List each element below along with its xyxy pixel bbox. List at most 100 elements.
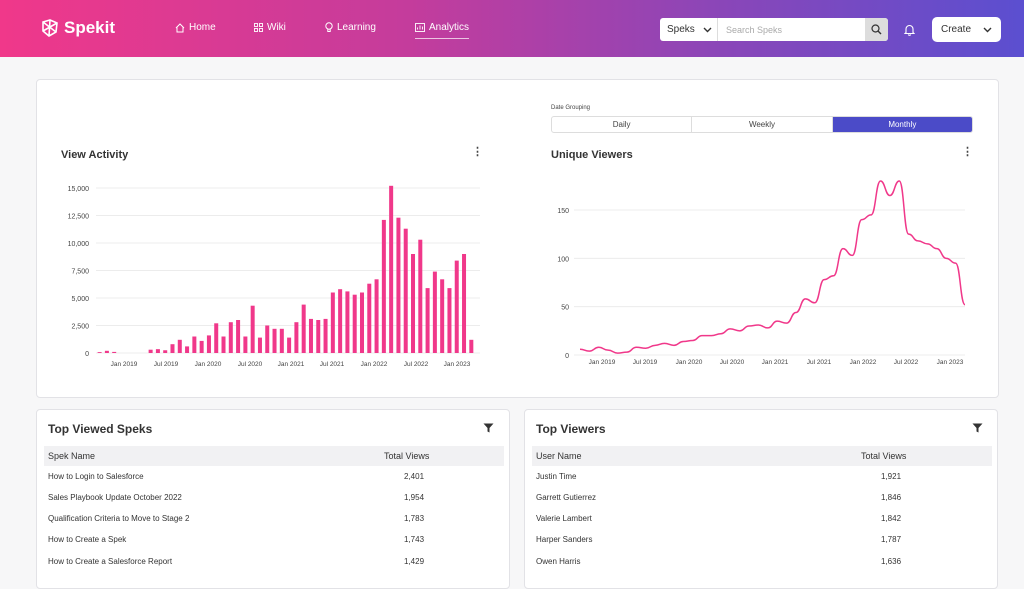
bar[interactable] [389,185,394,353]
table-row[interactable]: Harper Sanders 1,787 [532,533,992,547]
nav-learning[interactable]: Learning [325,22,376,33]
table-row[interactable]: Qualification Criteria to Move to Stage … [44,512,504,526]
bar[interactable] [330,292,335,354]
bar[interactable] [170,344,175,353]
bar[interactable] [163,350,168,353]
view-activity-menu-button[interactable]: ⋮ [472,146,483,158]
bar[interactable] [403,228,408,353]
search-input[interactable]: Search Speks [726,24,783,35]
bar[interactable] [185,346,190,353]
bar[interactable] [454,260,459,353]
y-tick-label: 150 [557,208,569,215]
unique-viewers-menu-button[interactable]: ⋮ [962,146,973,158]
y-tick-label: 0 [565,353,569,360]
bar[interactable] [97,352,102,353]
search-button[interactable] [865,18,888,41]
table-row[interactable]: How to Create a Spek 1,743 [44,533,504,547]
table-row[interactable]: Garrett Gutierrez 1,846 [532,490,992,504]
bar[interactable] [112,351,117,353]
bar[interactable] [257,337,262,353]
create-label: Create [941,24,972,35]
row-total-views: 1,743 [404,535,425,545]
bar[interactable] [206,335,211,353]
bar[interactable] [381,219,386,353]
row-total-views: 1,921 [881,471,902,481]
nav-learning-label: Learning [337,22,376,33]
bar[interactable] [250,305,255,353]
bar[interactable] [243,336,248,354]
date-grouping-daily[interactable]: Daily [552,117,693,132]
series-line[interactable] [579,180,966,354]
bar[interactable] [447,288,452,353]
bar[interactable] [462,254,467,353]
nav-analytics[interactable]: Analytics [415,22,470,39]
bar[interactable] [396,217,401,353]
row-name: Justin Time [536,471,577,481]
y-tick-label: 10,000 [68,241,90,248]
view-activity-chart: 0 2,500 5,000 7,500 10,000 12,500 15,000 Jan 20… [68,185,480,368]
bar[interactable] [236,320,241,353]
nav-wiki[interactable]: Wiki [254,22,286,33]
top-nav-bar: Spekit Home Wiki Learning Analytics Spek… [0,0,1024,57]
bar[interactable] [301,304,306,353]
y-tick-label: 5,000 [71,296,89,303]
nav-home-label: Home [189,22,216,33]
row-name: Qualification Criteria to Move to Stage … [48,514,190,524]
table-row[interactable]: Owen Harris 1,636 [532,554,992,568]
bar[interactable] [228,322,233,353]
bar[interactable] [177,339,182,353]
row-total-views: 1,636 [881,556,902,566]
bar[interactable] [199,340,204,353]
bar[interactable] [352,294,357,353]
bar[interactable] [155,349,160,353]
bar[interactable] [214,323,219,353]
bar[interactable] [272,328,277,353]
bar[interactable] [294,322,299,353]
bar[interactable] [265,325,270,354]
date-grouping-monthly[interactable]: Monthly [832,117,972,132]
filter-icon[interactable] [972,423,983,433]
col-spek-name: Spek Name [48,451,96,461]
bar[interactable] [469,339,474,353]
create-button[interactable]: Create [932,17,1001,42]
bar[interactable] [345,291,350,353]
bar[interactable] [316,320,321,353]
bar[interactable] [308,318,313,353]
date-grouping-weekly[interactable]: Weekly [692,117,833,132]
table-row[interactable]: Justin Time 1,921 [532,469,992,483]
notifications-button[interactable] [903,23,916,41]
bar[interactable] [374,279,379,353]
bar[interactable] [418,239,423,353]
row-name: How to Login to Salesforce [48,471,144,481]
spekit-logo[interactable]: Spekit [40,18,115,38]
bar[interactable] [221,336,226,354]
row-total-views: 2,401 [404,471,425,481]
bar[interactable] [432,271,437,353]
bar[interactable] [279,328,284,353]
table-row[interactable]: How to Create a Salesforce Report 1,429 [44,554,504,568]
bar[interactable] [440,279,445,353]
bar[interactable] [192,336,197,354]
search-bar: Speks Search Speks [660,18,888,41]
chevron-down-icon [703,27,712,32]
bar[interactable] [367,283,372,353]
bar[interactable] [323,318,328,353]
top-speks-header: Spek Name Total Views [44,446,504,466]
bar[interactable] [359,292,364,354]
bar[interactable] [104,350,109,353]
bar[interactable] [411,254,416,353]
row-name: Valerie Lambert [536,514,592,524]
table-row[interactable]: Sales Playbook Update October 2022 1,954 [44,490,504,504]
search-scope-dropdown[interactable]: Speks [660,18,718,41]
unique-viewers-chart: 0 50 100 150 Jan 2019 Jul 2019 Jan 2020 Jul 202… [557,180,966,366]
bell-icon [903,24,916,36]
bar[interactable] [148,349,153,353]
bar[interactable] [287,337,292,353]
filter-icon[interactable] [483,423,494,433]
bar[interactable] [425,288,430,353]
x-tick-label: Jul 2020 [238,361,263,368]
table-row[interactable]: How to Login to Salesforce 2,401 [44,469,504,483]
table-row[interactable]: Valerie Lambert 1,842 [532,512,992,526]
bar[interactable] [338,289,343,353]
nav-home[interactable]: Home [175,22,216,33]
